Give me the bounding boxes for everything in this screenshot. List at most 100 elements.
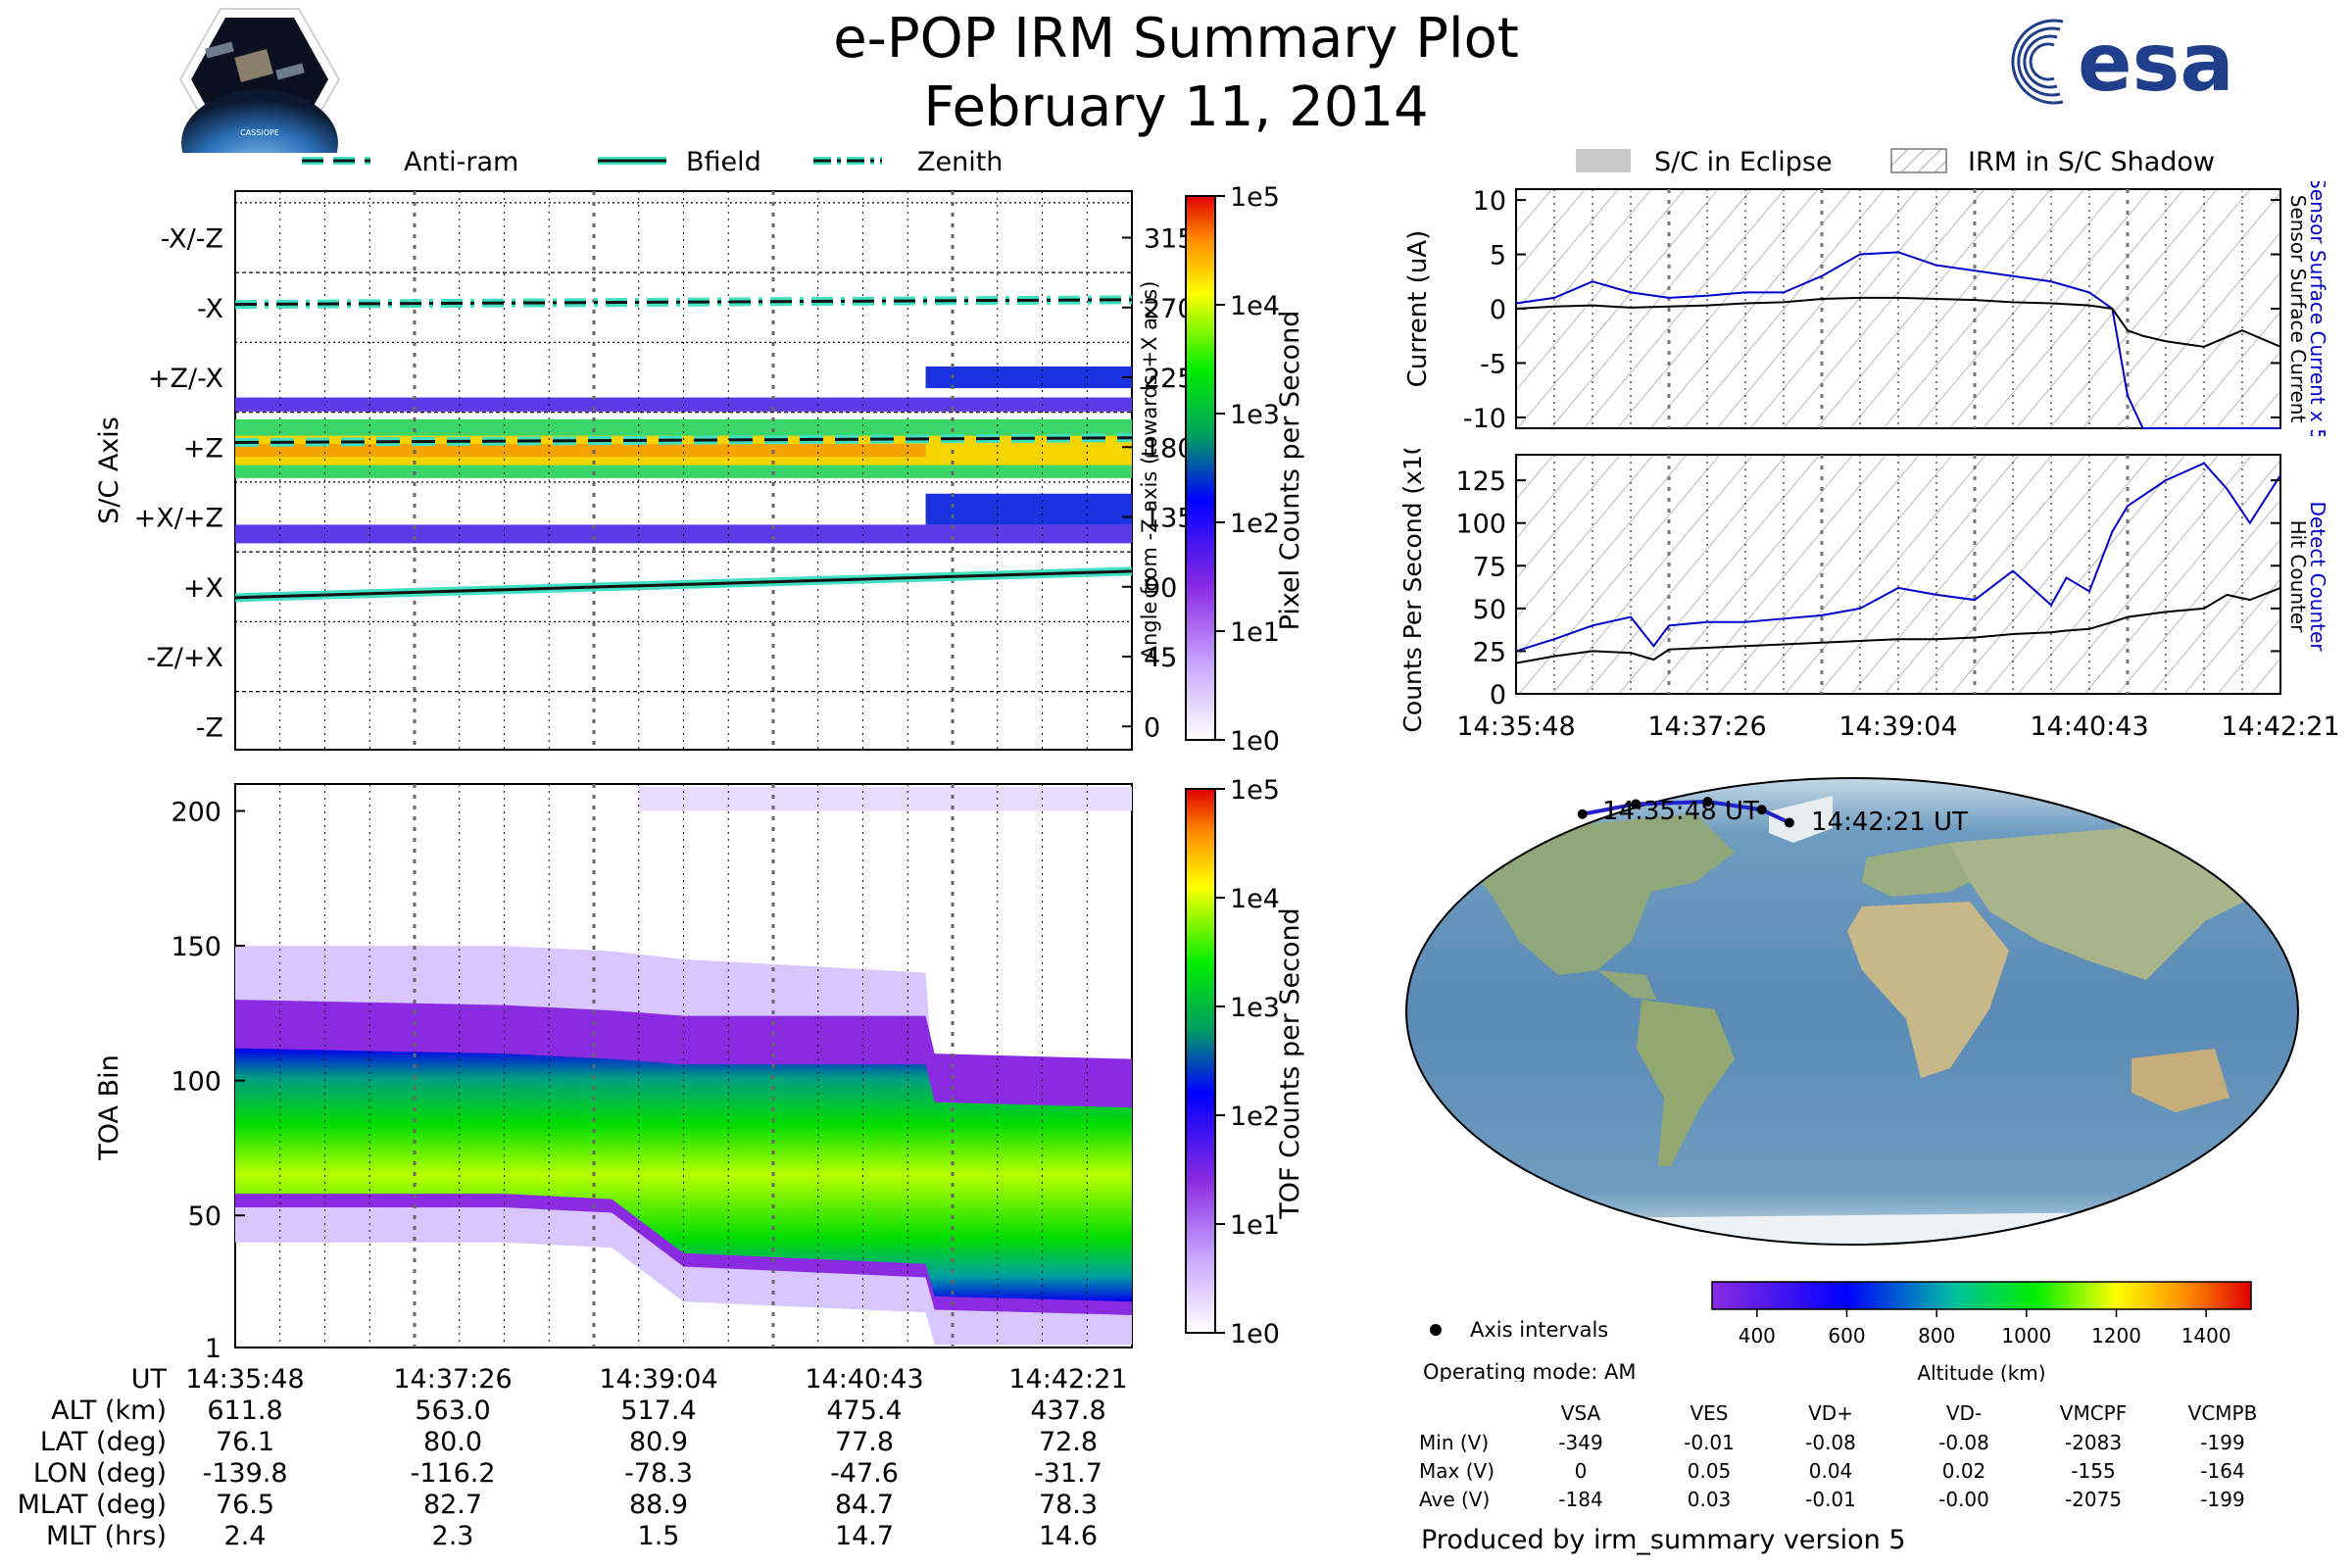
pixel-ytick-right: 45 <box>1144 643 1177 673</box>
counts-right-blue: Detect Counter <box>2306 502 2329 653</box>
counts-ylabel: Counts Per Second (x10³) <box>1398 449 1427 733</box>
tof-ytick: 150 <box>171 932 221 962</box>
map-track-point <box>1756 805 1767 815</box>
ut-cell: 1.5 <box>637 1521 680 1551</box>
pixel-line-anti-ram <box>234 436 1133 444</box>
cassiope-wordmark: CASSIOPE <box>240 128 279 137</box>
tof-colorbar-ticks: 1e5 1e4 1e3 1e2 1e1 1e0 <box>1215 775 1280 1349</box>
counts-series-detect-counter <box>1515 462 2281 653</box>
current-ylabel: Current (uA) <box>1403 230 1433 387</box>
ut-cell: 72.8 <box>1038 1427 1099 1457</box>
pixel-colorbar-label: Pixel Counts per Second <box>1275 311 1305 631</box>
eclipse-swatch <box>1576 149 1631 172</box>
tof-top-strip <box>638 786 1132 811</box>
counts-xtick: 14:37:26 <box>1647 711 1766 742</box>
ut-cell: 2.4 <box>223 1521 267 1551</box>
pixel-band-4 <box>925 493 1132 525</box>
ut-cell: 77.8 <box>834 1427 895 1457</box>
tof-cbar-ticklabel: 1e2 <box>1230 1102 1280 1132</box>
counts-chart: 0 25 50 75 100 125 14:35:48 14:37:26 14:39:04 14:… <box>1398 449 2340 742</box>
legend-bfield: Bfield <box>686 147 761 177</box>
current-right-black: Sensor Surface Current <box>2286 195 2310 423</box>
current-chart: 10 5 0 -5 -10 Current (uA) Sensor Surface Cu… <box>1403 181 2329 436</box>
page-date: February 11, 2014 <box>923 75 1429 139</box>
pixel-ytick-left: -X/-Z <box>161 224 223 255</box>
ut-cell: 88.9 <box>628 1490 689 1520</box>
current-ytick: 0 <box>1490 295 1506 325</box>
altitude-ticklabel: 1400 <box>2181 1324 2231 1348</box>
tof-ytick: 200 <box>171 798 221 828</box>
map-track-point <box>1702 797 1713 808</box>
current-ytick: -10 <box>1463 404 1506 434</box>
voltage-header: VSA <box>1560 1401 1601 1425</box>
ut-cell: 78.3 <box>1038 1490 1099 1520</box>
tof-grid <box>279 784 1088 1348</box>
ut-cell: 14:40:43 <box>805 1364 924 1395</box>
pixel-ytick-left: -X <box>197 294 223 324</box>
pixel-ytick-left: +X/+Z <box>134 504 223 534</box>
map-track <box>1577 797 1794 828</box>
voltage-cell: -0.01 <box>1805 1488 1856 1511</box>
pixel-cbar-ticklabel: 1e5 <box>1230 182 1280 213</box>
ut-cell: 517.4 <box>620 1396 697 1426</box>
esa-wordmark: esa <box>2078 17 2234 110</box>
ut-cell: -31.7 <box>1034 1458 1102 1489</box>
pixel-ylabel-right: Angle from -Z axis (towards +X axis) <box>1138 281 1161 661</box>
map-label-end: 14:42:21 UT <box>1811 808 1968 837</box>
ut-label-mlt: MLT (hrs) <box>45 1521 167 1551</box>
altitude-ticklabel: 1200 <box>2091 1324 2141 1348</box>
ut-table: UT ALT (km) LAT (deg) LON (deg) MLAT (de… <box>0 1364 1176 1560</box>
current-series-sensor-surface-current <box>1515 296 2281 348</box>
voltage-cell: -184 <box>1558 1488 1603 1511</box>
map-label-start: 14:35:48 UT <box>1602 797 1759 826</box>
tof-ytick: 50 <box>188 1201 221 1232</box>
voltage-cell: -2075 <box>2064 1488 2123 1511</box>
cassiope-logo: CASSIOPE <box>178 8 341 153</box>
greenland <box>1769 796 1833 843</box>
pixel-ytick-left: +X <box>183 573 223 604</box>
counts-xtick: 14:39:04 <box>1838 711 1957 742</box>
pixel-ytick-right: 90 <box>1144 573 1177 604</box>
pixel-counts-chart: -X/-Z 315-X 270+Z/-X 225+Z 180+X/+Z 135+X 90-Z… <box>94 182 1305 757</box>
ut-cell: 2.3 <box>431 1521 474 1551</box>
tof-cbar-ticklabel: 1e1 <box>1230 1210 1280 1241</box>
voltage-row-label: Min (V) <box>1419 1431 1490 1454</box>
pixel-grid <box>235 191 1132 750</box>
voltage-cell: -199 <box>2200 1488 2245 1511</box>
counts-ytick: 100 <box>1455 510 1506 540</box>
ut-cell: 14:37:26 <box>393 1364 513 1395</box>
pixel-ytick-left: +Z/-X <box>148 364 223 394</box>
ut-cell: -47.6 <box>830 1458 899 1489</box>
axis-intervals-legend: Axis intervals <box>1470 1318 1608 1342</box>
ut-label-alt: ALT (km) <box>51 1396 167 1426</box>
page-title: e-POP IRM Summary Plot <box>833 7 1519 71</box>
counts-ytick: 75 <box>1473 552 1506 582</box>
altitude-ticklabel: 1000 <box>2001 1324 2051 1348</box>
pixel-lines <box>234 295 1133 603</box>
altitude-ticklabel: 800 <box>1918 1324 1955 1348</box>
world-map: 14:35:48 UT 14:42:21 UT <box>1405 777 2299 1246</box>
tof-ytick: 1 <box>205 1334 221 1357</box>
ut-label-lat: LAT (deg) <box>39 1427 167 1457</box>
voltage-cell: -0.08 <box>1938 1431 1989 1454</box>
ut-cell: 437.8 <box>1030 1396 1106 1426</box>
ut-cell: 475.4 <box>826 1396 903 1426</box>
pixel-ylabel-left: S/C Axis <box>94 416 124 524</box>
tof-ylabel: TOA Bin <box>94 1054 124 1160</box>
voltage-cell: 0.03 <box>1687 1488 1732 1511</box>
pixel-band-peak <box>235 444 926 458</box>
ut-cell: 14:39:04 <box>599 1364 718 1395</box>
legend-anti-ram: Anti-ram <box>404 147 518 177</box>
legend-zenith: Zenith <box>917 147 1003 177</box>
ut-cell: -116.2 <box>410 1458 496 1489</box>
voltage-cell: -0.00 <box>1938 1488 1989 1511</box>
pixel-band-1 <box>925 366 1132 389</box>
voltage-cell: 0 <box>1574 1459 1588 1483</box>
north-america <box>1460 813 1735 975</box>
tof-ytick: 100 <box>171 1067 221 1098</box>
current-right-blue: Sensor Surface Current x 5 <box>2306 181 2329 436</box>
counts-xtick: 14:40:43 <box>2030 711 2148 742</box>
australia <box>2132 1049 2230 1112</box>
voltage-cell: -155 <box>2071 1459 2116 1483</box>
